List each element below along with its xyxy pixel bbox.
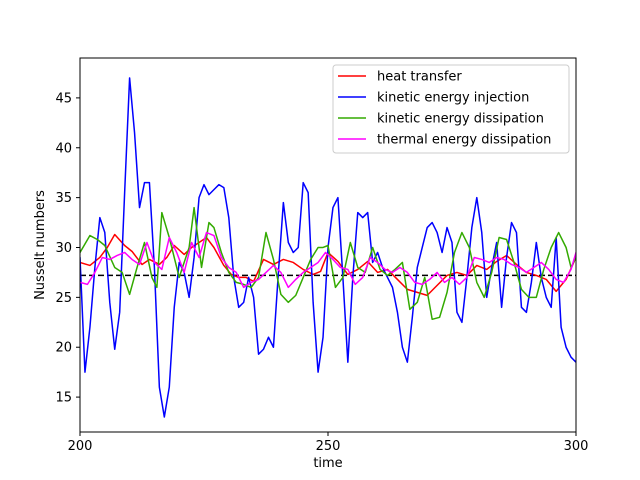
series-line-kinetic-energy-dissipation	[80, 206, 576, 321]
x-axis-label: time	[313, 456, 342, 471]
y-tick-label: 25	[55, 291, 72, 306]
y-axis-label: Nusselt numbers	[33, 190, 48, 300]
legend-label-heat-transfer: heat transfer	[377, 70, 462, 85]
y-axis-ticks: 15 20 25 30 35 40 45	[55, 91, 80, 406]
x-tick-label: 200	[68, 439, 93, 454]
x-tick-label: 250	[316, 439, 341, 454]
y-tick-label: 40	[55, 141, 72, 156]
legend: heat transfer kinetic energy injection kin…	[332, 64, 570, 154]
legend-frame	[332, 64, 570, 154]
legend-label-thermal-energy-dissipation: thermal energy dissipation	[377, 133, 551, 148]
y-tick-label: 30	[55, 241, 72, 256]
x-axis-ticks: 200 250 300	[68, 432, 589, 454]
legend-label-kinetic-energy-injection: kinetic energy injection	[377, 91, 529, 106]
y-tick-label: 20	[55, 341, 72, 356]
series-line-thermal-energy-dissipation	[80, 231, 576, 289]
legend-label-kinetic-energy-dissipation: kinetic energy dissipation	[377, 112, 544, 127]
series-layer	[80, 77, 576, 418]
y-tick-label: 15	[55, 391, 72, 406]
series-line-heat-transfer	[80, 233, 576, 297]
y-tick-label: 45	[55, 91, 72, 106]
y-tick-label: 35	[55, 191, 72, 206]
x-tick-label: 300	[564, 439, 589, 454]
